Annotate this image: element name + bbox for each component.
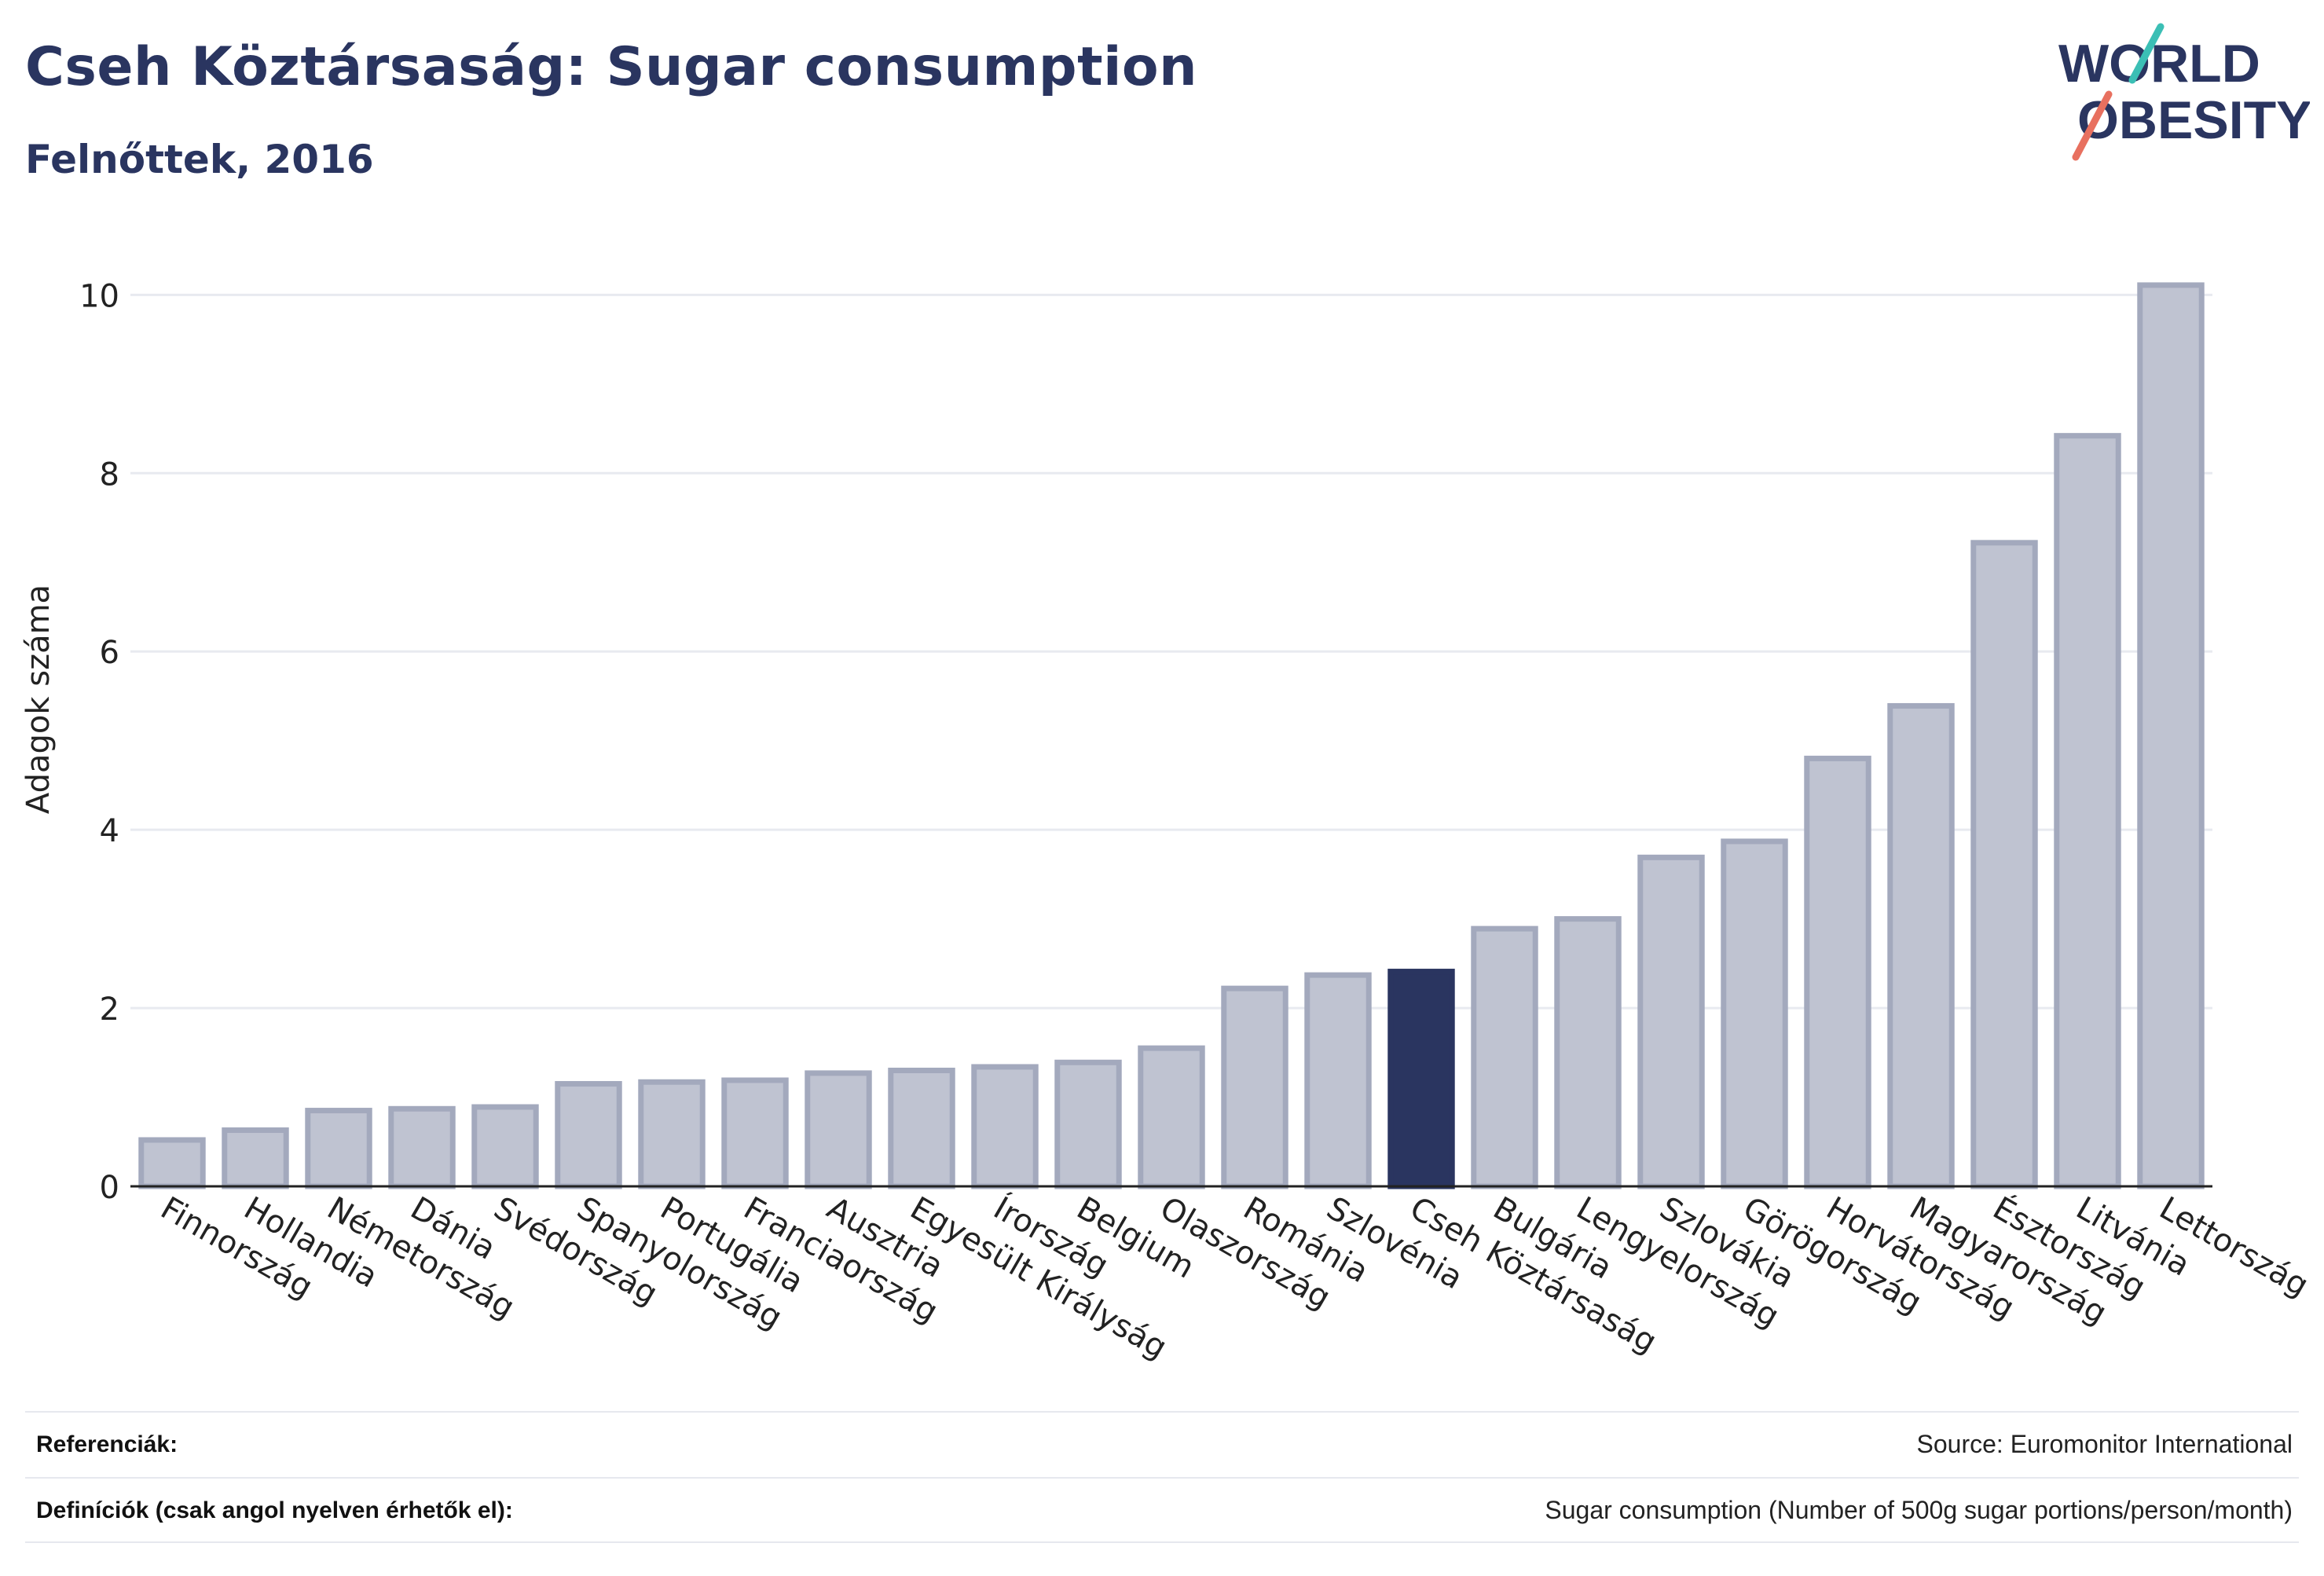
y-tick-labels: 0 2 4 6 8 10 <box>79 278 119 1206</box>
logo-text-line1: WORLD <box>2058 34 2260 93</box>
y-tick-label: 2 <box>100 991 119 1028</box>
footer-divider-top <box>25 1411 2299 1413</box>
bar <box>1471 925 1538 1189</box>
bars <box>138 282 2205 1189</box>
references-value: Source: Euromonitor International <box>1916 1430 2293 1458</box>
world-obesity-logo: WORLD OBESITY <box>2058 23 2310 161</box>
references-label: Referenciák: <box>36 1431 178 1457</box>
definitions-label: Definíciók (csak angol nyelven érhetők e… <box>36 1497 513 1523</box>
bar <box>1887 702 1955 1189</box>
bar-chart: 0 2 4 6 8 10 FinnországHollandiaNémetországDá… <box>20 278 2315 1366</box>
y-tick-label: 8 <box>100 456 119 493</box>
bar <box>1054 1059 1122 1189</box>
bar <box>638 1079 706 1189</box>
y-tick-label: 6 <box>100 635 119 671</box>
bar <box>1554 916 1622 1189</box>
y-tick-label: 10 <box>79 278 119 314</box>
y-axis-label: Adagok száma <box>20 585 57 814</box>
chart-subtitle: Felnőttek, 2016 <box>25 137 374 182</box>
bar <box>1304 972 1372 1189</box>
bar <box>1138 1045 1205 1189</box>
bar <box>971 1064 1039 1189</box>
y-tick-label: 4 <box>100 813 119 849</box>
bar <box>222 1127 289 1189</box>
bar <box>1804 755 1871 1189</box>
bar <box>805 1070 872 1189</box>
bar <box>888 1068 955 1189</box>
logo-teal-slash <box>2128 23 2165 84</box>
footer-divider-bottom <box>25 1541 2299 1543</box>
bar <box>721 1077 789 1189</box>
bar <box>305 1108 372 1189</box>
bar <box>388 1105 456 1189</box>
bar <box>138 1137 206 1189</box>
bar <box>555 1081 622 1189</box>
bar <box>1970 540 2038 1189</box>
bar <box>2137 282 2205 1189</box>
footer-divider-middle <box>25 1477 2299 1479</box>
x-tick-labels: FinnországHollandiaNémetországDániaSvédo… <box>155 1189 2315 1366</box>
definitions-value: Sugar consumption (Number of 500g sugar … <box>1545 1496 2293 1524</box>
bar <box>471 1104 539 1189</box>
bar <box>1637 854 1705 1189</box>
bar <box>2054 433 2121 1189</box>
bar <box>1721 838 1788 1189</box>
bar-highlighted <box>1387 969 1455 1189</box>
bar <box>1221 985 1288 1189</box>
logo-text-line2: OBESITY <box>2077 90 2310 150</box>
y-tick-label: 0 <box>100 1170 119 1206</box>
logo-coral-slash <box>2072 90 2113 161</box>
chart-title: Cseh Köztársaság: Sugar consumption <box>25 36 1198 98</box>
